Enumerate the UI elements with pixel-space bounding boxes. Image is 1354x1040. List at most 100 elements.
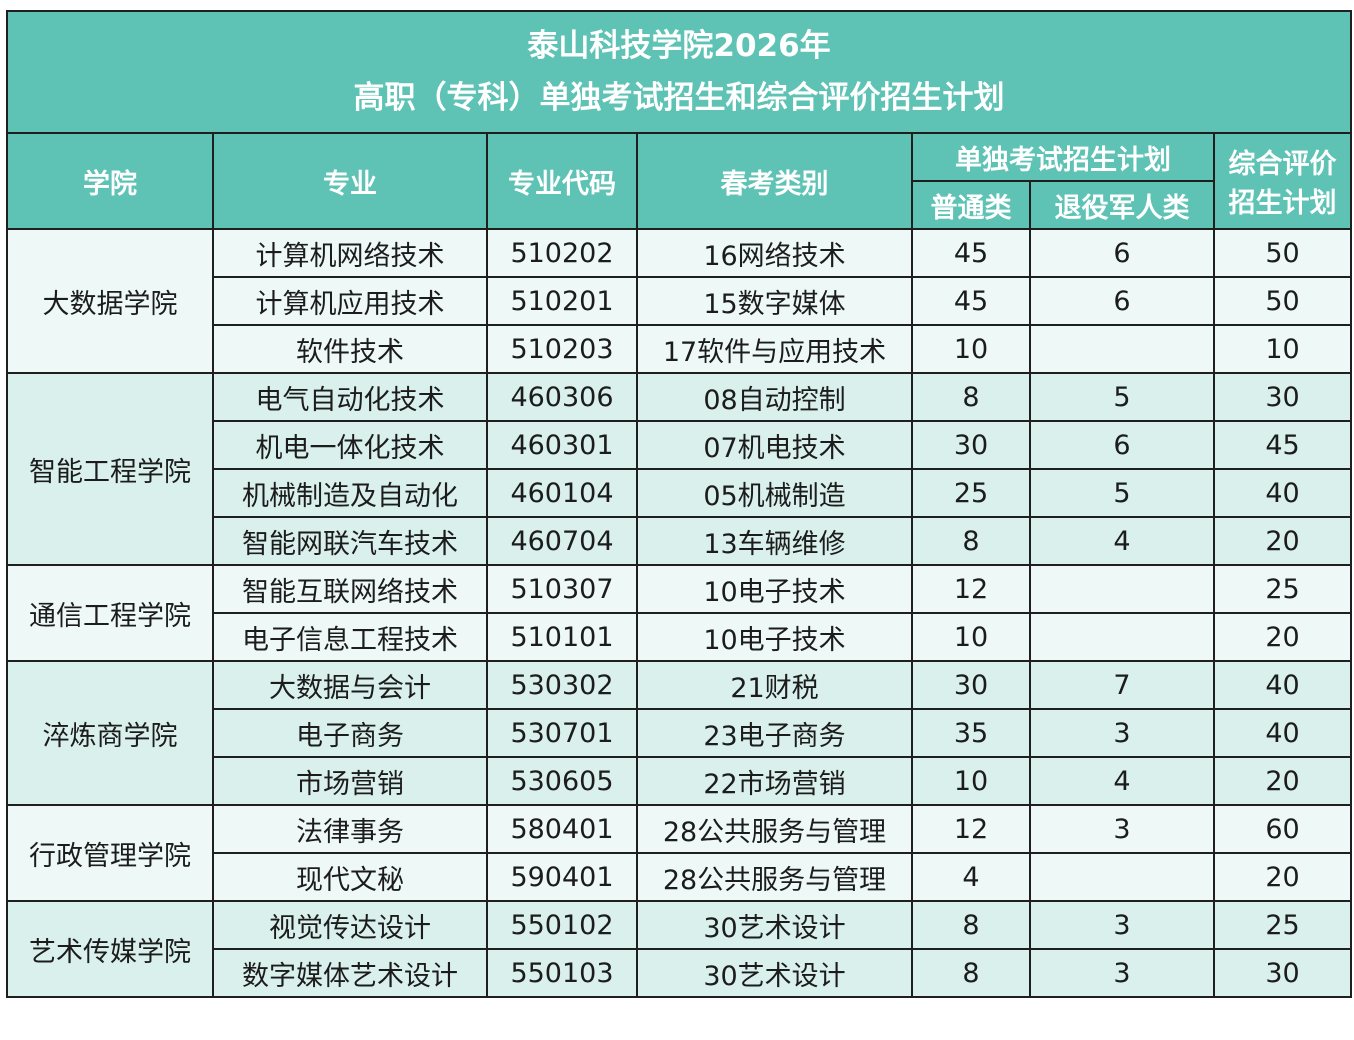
veteran-count-cell: 6 — [1029, 228, 1215, 278]
ordinary-count-cell: 10 — [911, 756, 1031, 806]
table-row: 软件技术 510203 17软件与应用技术 10 10 — [7, 324, 1353, 374]
table-row: 艺术传媒学院 视觉传达设计 550102 30艺术设计 8 3 25 — [6, 900, 1353, 998]
spring-category-cell: 30艺术设计 — [636, 900, 913, 950]
comprehensive-count-cell: 50 — [1212, 276, 1353, 326]
header-ordinary: 普通类 — [911, 180, 1031, 230]
major-cell: 智能互联网络技术 — [212, 564, 488, 614]
code-cell: 550102 — [486, 900, 638, 950]
title-line-2: 高职（专科）单独考试招生和综合评价招生计划 — [353, 80, 1005, 116]
table-row: 现代文秘 590401 28公共服务与管理 4 20 — [7, 852, 1353, 902]
table-row: 机电一体化技术 460301 07机电技术 30 6 45 — [7, 420, 1353, 470]
major-cell: 机械制造及自动化 — [212, 468, 488, 518]
spring-category-cell: 07机电技术 — [636, 420, 913, 470]
ordinary-count-cell: 10 — [911, 324, 1031, 374]
ordinary-count-cell: 12 — [911, 804, 1031, 854]
major-cell: 智能网联汽车技术 — [212, 516, 488, 566]
ordinary-count-cell: 25 — [911, 468, 1031, 518]
spring-category-cell: 21财税 — [636, 660, 913, 710]
table-row: 电子信息工程技术 510101 10电子技术 10 20 — [7, 612, 1353, 662]
code-cell: 510201 — [486, 276, 638, 326]
veteran-count-cell: 6 — [1029, 420, 1215, 470]
college-name: 行政管理学院 — [6, 804, 214, 902]
comprehensive-count-cell: 25 — [1212, 900, 1353, 950]
table-title: 泰山科技学院2026年 高职（专科）单独考试招生和综合评价招生计划 — [5, 10, 1353, 134]
table-row: 电子商务 530701 23电子商务 35 3 40 — [7, 708, 1353, 758]
table-row: 行政管理学院 法律事务 580401 28公共服务与管理 12 3 60 — [6, 804, 1353, 902]
ordinary-count-cell: 8 — [911, 948, 1031, 998]
ordinary-count-cell: 10 — [911, 612, 1031, 662]
veteran-count-cell — [1029, 612, 1215, 662]
veteran-count-cell: 5 — [1029, 372, 1215, 422]
header-comprehensive-line-2: 招生计划 — [1228, 188, 1337, 219]
ordinary-count-cell: 8 — [911, 516, 1031, 566]
code-cell: 460301 — [486, 420, 638, 470]
table-row: 机械制造及自动化 460104 05机械制造 25 5 40 — [7, 468, 1353, 518]
veteran-count-cell: 6 — [1029, 276, 1215, 326]
code-cell: 510202 — [486, 228, 638, 278]
table-row: 计算机应用技术 510201 15数字媒体 45 6 50 — [7, 276, 1353, 326]
veteran-count-cell: 7 — [1029, 660, 1215, 710]
code-cell: 460704 — [486, 516, 638, 566]
spring-category-cell: 28公共服务与管理 — [636, 804, 913, 854]
header-single-exam-plan: 单独考试招生计划 — [911, 132, 1215, 182]
ordinary-count-cell: 4 — [911, 852, 1031, 902]
code-cell: 530302 — [486, 660, 638, 710]
table-row: 大数据学院 计算机网络技术 510202 16网络技术 45 6 50 — [6, 228, 1353, 374]
veteran-count-cell — [1029, 852, 1215, 902]
code-cell: 510307 — [486, 564, 638, 614]
comprehensive-count-cell: 45 — [1212, 420, 1353, 470]
code-cell: 580401 — [486, 804, 638, 854]
major-cell: 数字媒体艺术设计 — [212, 948, 488, 998]
spring-category-cell: 28公共服务与管理 — [636, 852, 913, 902]
spring-category-cell: 16网络技术 — [636, 228, 913, 278]
comprehensive-count-cell: 20 — [1212, 756, 1353, 806]
enrollment-plan: 泰山科技学院2026年 高职（专科）单独考试招生和综合评价招生计划 学院 专业 … — [5, 10, 1353, 998]
comprehensive-count-cell: 20 — [1212, 852, 1353, 902]
comprehensive-count-cell: 40 — [1212, 468, 1353, 518]
veteran-count-cell: 3 — [1029, 948, 1215, 998]
college-name: 淬炼商学院 — [6, 660, 214, 806]
spring-category-cell: 22市场营销 — [636, 756, 913, 806]
comprehensive-count-cell: 50 — [1212, 228, 1353, 278]
header-college: 学院 — [6, 132, 214, 230]
table-row: 淬炼商学院 大数据与会计 530302 21财税 30 7 40 — [6, 660, 1353, 806]
ordinary-count-cell: 35 — [911, 708, 1031, 758]
table-row: 通信工程学院 智能互联网络技术 510307 10电子技术 12 25 — [6, 564, 1353, 662]
veteran-count-cell: 4 — [1029, 516, 1215, 566]
college-name: 智能工程学院 — [6, 372, 214, 566]
ordinary-count-cell: 45 — [911, 276, 1031, 326]
comprehensive-count-cell: 40 — [1212, 660, 1353, 710]
spring-category-cell: 30艺术设计 — [636, 948, 913, 998]
ordinary-count-cell: 8 — [911, 900, 1031, 950]
ordinary-count-cell: 30 — [911, 660, 1031, 710]
major-cell: 计算机网络技术 — [212, 228, 488, 278]
veteran-count-cell — [1029, 324, 1215, 374]
veteran-count-cell: 3 — [1029, 708, 1215, 758]
header-spring-category: 春考类别 — [636, 132, 913, 230]
college-name: 通信工程学院 — [6, 564, 214, 662]
code-cell: 590401 — [486, 852, 638, 902]
comprehensive-count-cell: 30 — [1212, 948, 1353, 998]
code-cell: 530701 — [486, 708, 638, 758]
comprehensive-count-cell: 40 — [1212, 708, 1353, 758]
veteran-count-cell: 5 — [1029, 468, 1215, 518]
spring-category-cell: 17软件与应用技术 — [636, 324, 913, 374]
code-cell: 460104 — [486, 468, 638, 518]
major-cell: 电子商务 — [212, 708, 488, 758]
spring-category-cell: 10电子技术 — [636, 612, 913, 662]
header-veteran: 退役军人类 — [1029, 180, 1215, 230]
header-code: 专业代码 — [486, 132, 638, 230]
ordinary-count-cell: 30 — [911, 420, 1031, 470]
major-cell: 视觉传达设计 — [212, 900, 488, 950]
header-comprehensive-line-1: 综合评价 — [1228, 149, 1337, 180]
code-cell: 530605 — [486, 756, 638, 806]
comprehensive-count-cell: 20 — [1212, 516, 1353, 566]
code-cell: 460306 — [486, 372, 638, 422]
comprehensive-count-cell: 30 — [1212, 372, 1353, 422]
major-cell: 机电一体化技术 — [212, 420, 488, 470]
veteran-count-cell — [1029, 564, 1215, 614]
ordinary-count-cell: 12 — [911, 564, 1031, 614]
veteran-count-cell: 4 — [1029, 756, 1215, 806]
code-cell: 510101 — [486, 612, 638, 662]
spring-category-cell: 15数字媒体 — [636, 276, 913, 326]
